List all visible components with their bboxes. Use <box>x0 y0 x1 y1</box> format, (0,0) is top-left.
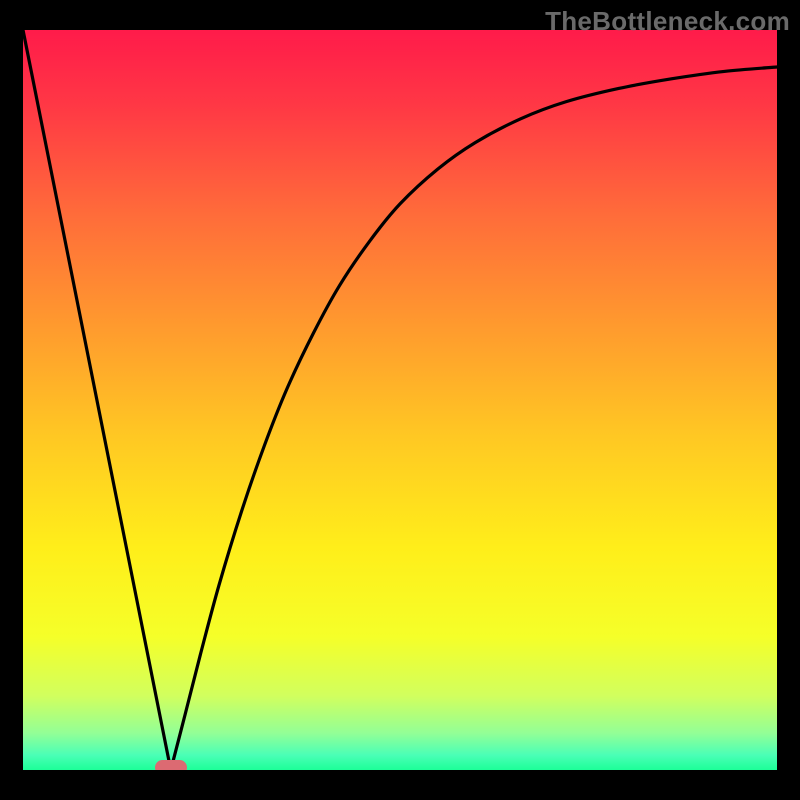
curves-svg <box>0 0 800 800</box>
chart-container: TheBottleneck.com <box>0 0 800 800</box>
frame-left <box>0 0 23 800</box>
right-curve <box>171 67 777 770</box>
left-line <box>23 30 171 770</box>
watermark-text: TheBottleneck.com <box>545 6 790 37</box>
frame-right <box>777 0 800 800</box>
frame-bottom <box>0 770 800 800</box>
